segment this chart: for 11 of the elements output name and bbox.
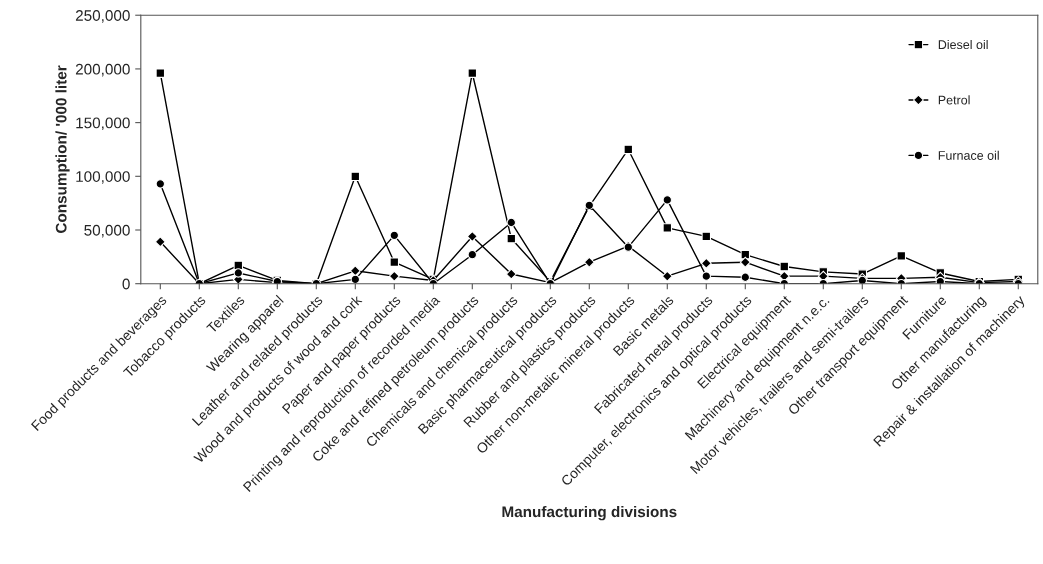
y-tick-label: 250,000 xyxy=(75,10,130,23)
y-tick-label: 100,000 xyxy=(76,171,130,184)
y-tick-label: 0 xyxy=(122,278,130,290)
legend-label: Petrol xyxy=(938,95,970,105)
legend-label: Diesel oil xyxy=(938,39,988,50)
x-axis-title: Manufacturing divisions xyxy=(502,505,677,521)
legend-label: Furnace oil xyxy=(938,150,999,160)
y-axis-title: Consumption/ '000 liter xyxy=(55,65,70,233)
y-tick-label: 150,000 xyxy=(76,117,130,131)
y-tick-label: 200,000 xyxy=(75,63,130,77)
y-tick-label: 50,000 xyxy=(84,224,130,238)
